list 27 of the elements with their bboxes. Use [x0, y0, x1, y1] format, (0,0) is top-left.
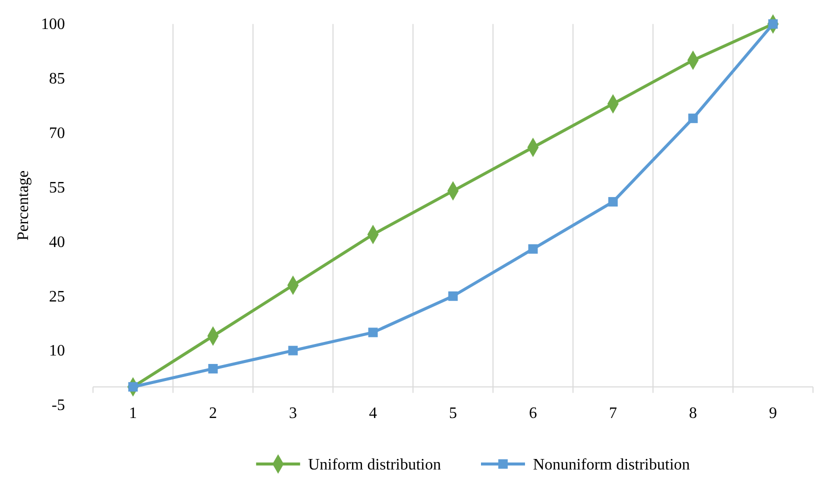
legend-label: Uniform distribution [308, 456, 441, 474]
point [528, 244, 538, 254]
y-tick-label: 85 [49, 70, 65, 88]
y-tick-label: 70 [49, 124, 65, 142]
x-tick-label: 9 [769, 405, 777, 422]
point [368, 328, 378, 338]
x-tick-label: 2 [209, 405, 217, 422]
legend-label: Nonuniform distribution [533, 456, 690, 474]
point [288, 346, 298, 356]
point [208, 364, 218, 374]
x-tick-label: 5 [449, 405, 457, 422]
point [688, 114, 698, 124]
y-tick-label: 10 [49, 342, 65, 360]
y-tick-label: 40 [49, 234, 65, 251]
point [448, 291, 458, 301]
x-tick-label: 8 [689, 405, 697, 422]
x-tick-label: 4 [369, 405, 377, 422]
x-tick-label: 7 [609, 405, 617, 422]
y-tick-label: 25 [49, 288, 65, 306]
y-axis-title: Percentage [15, 170, 32, 241]
x-tick-label: 6 [529, 405, 537, 422]
point [608, 197, 618, 207]
y-tick-label: 100 [41, 16, 65, 34]
x-tick-label: 3 [289, 405, 297, 422]
y-tick-label: 55 [49, 179, 65, 196]
x-tick-label: 1 [129, 405, 137, 422]
y-tick-label: -5 [52, 397, 65, 414]
